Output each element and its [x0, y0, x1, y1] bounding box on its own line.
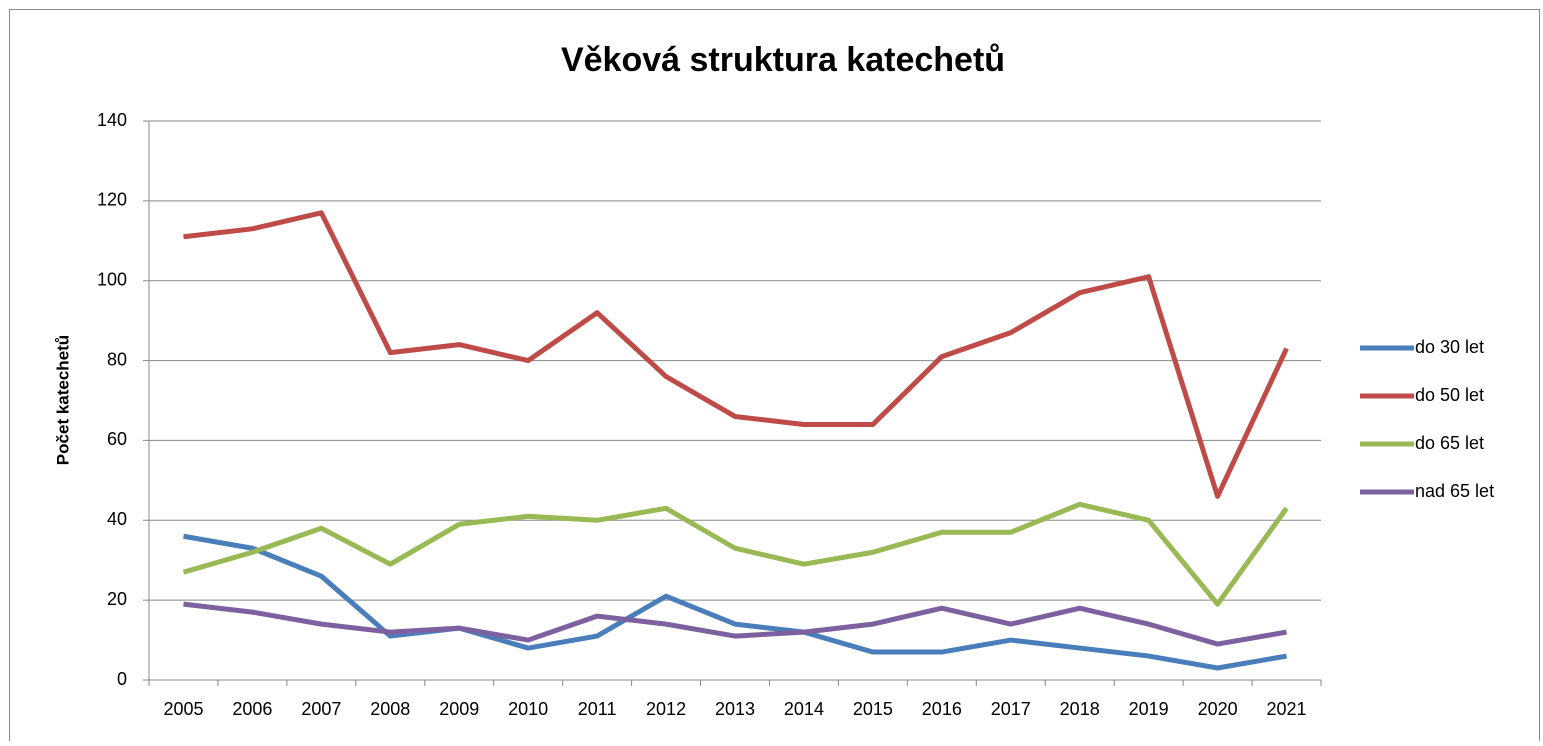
x-tick-label: 2014: [784, 699, 824, 719]
x-tick-label: 2006: [232, 699, 272, 719]
x-tick-label: 2018: [1060, 699, 1100, 719]
series-line: [183, 533, 1287, 671]
x-tick-label: 2011: [578, 699, 617, 719]
legend-label: nad 65 let: [1415, 481, 1494, 501]
x-tick-label: 2017: [991, 699, 1031, 719]
x-tick-label: 2019: [1129, 699, 1169, 719]
x-tick-label: 2009: [439, 699, 479, 719]
x-tick-label: 2021: [1267, 699, 1307, 719]
x-tick-label: 2020: [1198, 699, 1238, 719]
x-tick-label: 2012: [646, 699, 686, 719]
y-tick-label: 0: [117, 669, 127, 689]
series-line: [183, 601, 1287, 647]
legend-label: do 65 let: [1415, 433, 1484, 453]
y-tick-label: 100: [97, 269, 127, 289]
y-tick-label: 120: [97, 190, 127, 210]
x-tick-label: 2005: [163, 699, 203, 719]
x-tick-label: 2007: [301, 699, 341, 719]
y-tick-label: 140: [97, 110, 127, 130]
x-tick-label: 2015: [853, 699, 893, 719]
y-tick-label: 20: [107, 589, 127, 609]
chart-title: Věková struktura katechetů: [561, 41, 1005, 79]
x-tick-label: 2010: [508, 699, 548, 719]
series-line: [182, 501, 1289, 607]
y-tick-label: 40: [107, 509, 127, 529]
legend-label: do 50 let: [1415, 385, 1484, 405]
x-tick-label: 2016: [922, 699, 962, 719]
x-tick-label: 2013: [715, 699, 755, 719]
x-tick-label: 2008: [370, 699, 410, 719]
legend-label: do 30 let: [1415, 337, 1484, 357]
series-line: [183, 210, 1289, 499]
y-tick-label: 60: [107, 429, 127, 449]
chart-border: [9, 9, 1540, 746]
y-tick-label: 80: [107, 349, 127, 369]
y-axis-label: Počet katechetů: [53, 335, 72, 465]
